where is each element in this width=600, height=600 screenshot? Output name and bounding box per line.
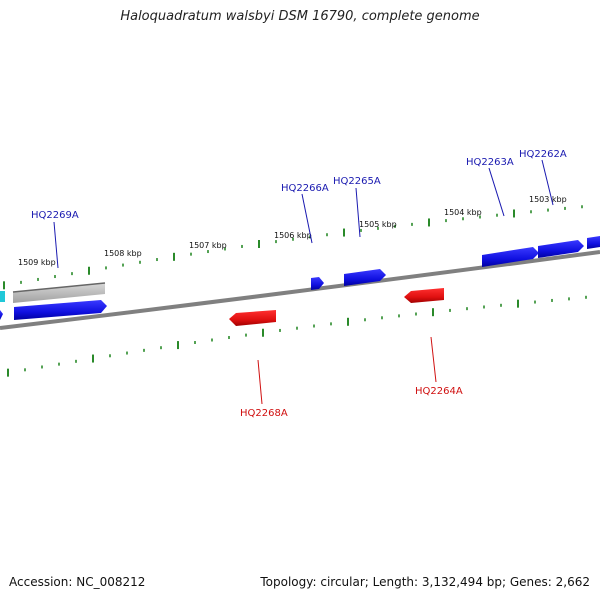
gene-label-HQ2265A: HQ2265A xyxy=(333,176,381,187)
gene-forward-small[interactable] xyxy=(311,277,324,290)
leader-HQ2263A xyxy=(488,167,505,217)
map-title: Haloquadratum walsbyi DSM 16790, complet… xyxy=(120,9,480,24)
gene-forward-left-edge[interactable] xyxy=(0,310,3,320)
gene-label-HQ2268A: HQ2268A xyxy=(240,408,288,419)
gene-forward-right-edge[interactable] xyxy=(587,236,600,249)
genome-backbone xyxy=(0,250,600,330)
gene-label-HQ2269A: HQ2269A xyxy=(31,210,79,221)
gene-pseudo-edge xyxy=(12,282,106,293)
gene-reverse-HQ2264A[interactable] xyxy=(404,288,444,303)
tick-label-1504: 1504 kbp xyxy=(444,208,482,217)
gene-cyan[interactable] xyxy=(0,291,5,302)
tick-label-1508: 1508 kbp xyxy=(104,249,142,258)
accession-text: Accession: NC_008212 xyxy=(9,575,146,589)
gene-forward-HQ2263A[interactable] xyxy=(482,247,539,267)
leader-HQ2268A xyxy=(257,359,263,405)
gene-label-HQ2262A: HQ2262A xyxy=(519,149,567,160)
tick-label-1503: 1503 kbp xyxy=(529,195,567,204)
upper-tick-track xyxy=(3,205,583,290)
leader-HQ2269A xyxy=(53,221,59,269)
genome-summary-text: Topology: circular; Length: 3,132,494 bp… xyxy=(260,575,590,589)
gene-reverse-HQ2268A[interactable] xyxy=(229,310,276,326)
leader-HQ2266A xyxy=(301,193,313,244)
gene-forward-HQ2265A[interactable] xyxy=(344,269,386,286)
gene-label-HQ2266A: HQ2266A xyxy=(281,183,329,194)
tick-label-1509: 1509 kbp xyxy=(18,258,56,267)
tick-label-1507: 1507 kbp xyxy=(189,241,227,250)
gene-forward-HQ2262A[interactable] xyxy=(538,240,584,258)
tick-label-1505: 1505 kbp xyxy=(359,220,397,229)
gene-label-HQ2264A: HQ2264A xyxy=(415,386,463,397)
leader-HQ2264A xyxy=(430,336,437,383)
leader-HQ2265A xyxy=(355,187,361,238)
gene-forward-HQ2269A[interactable] xyxy=(14,300,107,320)
gene-label-HQ2263A: HQ2263A xyxy=(466,157,514,168)
lower-tick-track xyxy=(7,295,587,377)
gene-pseudo[interactable] xyxy=(13,283,105,303)
leader-HQ2262A xyxy=(541,159,554,206)
tick-label-1506: 1506 kbp xyxy=(274,231,312,240)
